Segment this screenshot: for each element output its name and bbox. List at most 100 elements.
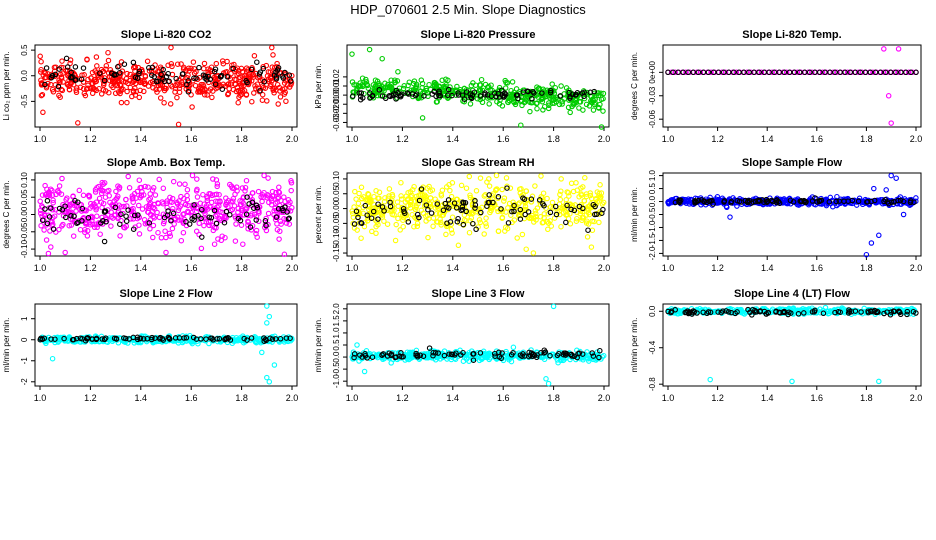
x-tick-label: 1.0 xyxy=(346,263,359,273)
data-point xyxy=(201,60,208,67)
data-point xyxy=(274,221,280,227)
data-point xyxy=(891,198,897,205)
data-point xyxy=(67,336,74,343)
data-point xyxy=(367,90,373,96)
data-point xyxy=(583,191,590,197)
data-point xyxy=(842,69,848,76)
data-point xyxy=(547,209,554,216)
data-point xyxy=(723,308,729,314)
data-point xyxy=(243,92,250,98)
data-point xyxy=(162,228,168,234)
data-point xyxy=(355,214,361,221)
data-point xyxy=(106,193,112,199)
data-point xyxy=(190,59,197,65)
data-point xyxy=(847,69,853,76)
data-point xyxy=(76,187,83,194)
data-point xyxy=(174,61,181,67)
series-all xyxy=(349,172,607,252)
data-point xyxy=(278,70,284,76)
data-point xyxy=(118,211,124,217)
data-point xyxy=(219,86,226,92)
data-point xyxy=(668,309,674,316)
data-point xyxy=(591,101,598,108)
data-point xyxy=(188,209,194,216)
data-point xyxy=(486,176,492,182)
data-point xyxy=(665,308,671,315)
data-point xyxy=(715,69,722,76)
data-point xyxy=(875,309,881,315)
data-point xyxy=(248,66,255,73)
x-tick-label: 2.0 xyxy=(910,134,923,144)
data-point xyxy=(871,197,878,204)
data-point xyxy=(590,107,597,113)
data-point xyxy=(150,213,157,220)
data-point xyxy=(214,204,220,210)
data-point xyxy=(519,353,525,359)
x-tick-label: 1.0 xyxy=(346,393,359,403)
data-point xyxy=(485,351,491,358)
data-point xyxy=(353,208,360,215)
data-point xyxy=(486,101,492,107)
data-point xyxy=(553,211,560,218)
data-point xyxy=(596,105,602,111)
data-point xyxy=(186,68,192,74)
data-point xyxy=(263,62,270,69)
data-point xyxy=(895,69,901,76)
data-point xyxy=(398,193,404,199)
data-point xyxy=(189,104,195,110)
data-point xyxy=(502,85,509,91)
data-point xyxy=(357,352,363,358)
data-point xyxy=(857,69,864,76)
data-point xyxy=(85,215,92,221)
data-point xyxy=(380,351,387,357)
data-point xyxy=(719,69,725,76)
data-point xyxy=(259,91,266,98)
data-point xyxy=(350,356,356,362)
data-point xyxy=(287,335,293,341)
data-point xyxy=(597,101,603,108)
data-point xyxy=(261,172,267,179)
x-tick-label: 1.6 xyxy=(811,134,824,144)
data-point xyxy=(191,202,197,208)
data-point xyxy=(206,340,212,347)
data-point xyxy=(276,236,282,242)
plot-frame xyxy=(346,303,610,387)
data-point xyxy=(410,93,416,100)
data-point xyxy=(463,185,470,191)
data-point xyxy=(99,336,105,342)
x-tick-label: 2.0 xyxy=(598,393,611,403)
data-point xyxy=(52,71,59,78)
data-point xyxy=(259,198,265,205)
data-point xyxy=(474,90,480,96)
data-point xyxy=(238,222,245,228)
data-point xyxy=(411,183,417,190)
data-point xyxy=(202,334,209,340)
data-point xyxy=(84,233,91,239)
data-point xyxy=(494,98,500,105)
data-point xyxy=(365,215,371,221)
data-point xyxy=(362,202,369,209)
data-point xyxy=(253,217,259,223)
data-point xyxy=(92,76,99,83)
data-point xyxy=(680,69,686,76)
data-point xyxy=(545,226,551,233)
data-point xyxy=(89,336,95,342)
data-point xyxy=(499,350,505,356)
data-point xyxy=(64,64,71,70)
data-point xyxy=(492,90,498,96)
data-point xyxy=(41,335,48,342)
data-point xyxy=(56,205,63,212)
data-point xyxy=(533,210,539,217)
data-point xyxy=(73,77,79,83)
data-point xyxy=(235,87,242,94)
data-point xyxy=(514,92,521,98)
data-point xyxy=(903,69,909,76)
data-point xyxy=(446,86,452,93)
data-point xyxy=(499,186,505,193)
chart-title: Slope Line 2 Flow xyxy=(120,288,213,300)
data-point xyxy=(687,309,693,315)
data-point xyxy=(372,83,378,90)
outlier-point xyxy=(863,251,870,258)
data-point xyxy=(430,223,436,230)
